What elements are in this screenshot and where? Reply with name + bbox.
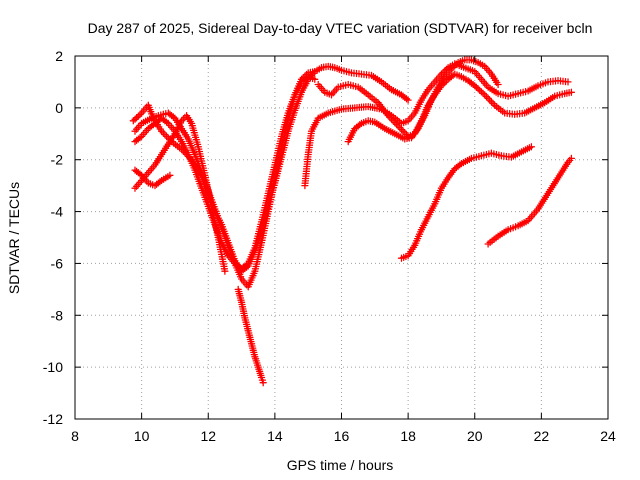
plus-markers [344,56,502,146]
plus-markers [397,143,536,262]
y-tick-label: -2 [51,152,64,168]
x-tick-label: 20 [467,428,483,444]
x-tick-label: 14 [267,428,283,444]
plus-markers [131,166,174,190]
x-tick-label: 12 [200,428,216,444]
x-tick-label: 8 [71,428,79,444]
x-tick-label: 24 [600,428,616,444]
data-series-arc-4 [131,111,229,275]
y-tick-label: -10 [43,359,63,375]
x-tick-label: 18 [400,428,416,444]
data-series-arc-6 [234,285,267,387]
data-series-arc-10 [397,143,536,262]
y-tick-label: 2 [55,48,63,64]
x-axis-label: GPS time / hours [287,457,394,473]
x-tick-label: 10 [134,428,150,444]
plus-markers [484,154,576,248]
x-tick-label: 22 [534,428,550,444]
y-tick-label: -6 [51,255,64,271]
data-series-arc-11 [484,154,576,248]
y-tick-label: -4 [51,204,64,220]
y-tick-label: 0 [55,100,63,116]
series-layer [129,56,576,387]
plus-markers [131,111,229,275]
y-tick-label: -8 [51,307,64,323]
x-tick-label: 16 [334,428,350,444]
grid-layer [75,56,608,419]
axis-layer: 8 10 12 14 16 18 20 22 24 -12 -10 -8 -6 -4 -2 0 2 [43,48,616,444]
plot-area [129,56,576,387]
data-series-arc-9 [344,56,502,146]
y-tick-label: -12 [43,411,63,427]
chart-title: Day 287 of 2025, Sidereal Day-to-day VTE… [88,20,593,36]
data-series-arc-5 [131,166,174,190]
y-axis-label: SDTVAR / TECUs [6,182,22,294]
plus-markers [234,285,267,387]
